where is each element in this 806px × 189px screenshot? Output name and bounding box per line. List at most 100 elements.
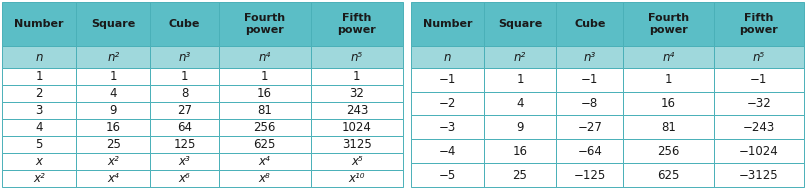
Bar bbox=[311, 170, 403, 187]
Bar bbox=[713, 163, 804, 187]
Text: 1: 1 bbox=[353, 70, 360, 83]
Bar bbox=[411, 2, 484, 46]
Bar bbox=[151, 119, 218, 136]
Text: 125: 125 bbox=[173, 138, 196, 151]
Text: 1024: 1024 bbox=[342, 121, 372, 134]
Text: x: x bbox=[35, 155, 43, 168]
Bar bbox=[556, 2, 623, 46]
Text: 1: 1 bbox=[35, 70, 43, 83]
Bar bbox=[484, 68, 556, 91]
Text: 9: 9 bbox=[517, 121, 524, 134]
Text: 4: 4 bbox=[517, 97, 524, 110]
Bar bbox=[311, 68, 403, 85]
Text: −3: −3 bbox=[438, 121, 456, 134]
Text: −27: −27 bbox=[577, 121, 602, 134]
Bar bbox=[77, 119, 151, 136]
Bar bbox=[713, 115, 804, 139]
Bar bbox=[311, 119, 403, 136]
Bar bbox=[2, 170, 77, 187]
Bar bbox=[713, 68, 804, 91]
Bar bbox=[77, 136, 151, 153]
Text: x⁵: x⁵ bbox=[351, 155, 363, 168]
Bar bbox=[556, 139, 623, 163]
Text: x²: x² bbox=[107, 155, 119, 168]
Text: 16: 16 bbox=[513, 145, 528, 158]
Text: Square: Square bbox=[498, 19, 542, 29]
Text: −1: −1 bbox=[581, 73, 599, 86]
Text: −1: −1 bbox=[750, 73, 767, 86]
Bar bbox=[713, 2, 804, 46]
Bar bbox=[556, 115, 623, 139]
Bar bbox=[623, 91, 713, 115]
Bar bbox=[411, 139, 484, 163]
Bar bbox=[151, 85, 218, 102]
Text: 27: 27 bbox=[177, 104, 192, 117]
Bar bbox=[623, 46, 713, 68]
Bar bbox=[556, 46, 623, 68]
Bar bbox=[2, 136, 77, 153]
Bar bbox=[218, 119, 311, 136]
Bar bbox=[484, 139, 556, 163]
Text: n⁴: n⁴ bbox=[663, 50, 675, 64]
Text: x⁴: x⁴ bbox=[259, 155, 271, 168]
Text: 32: 32 bbox=[350, 87, 364, 100]
Bar bbox=[218, 102, 311, 119]
Bar bbox=[218, 153, 311, 170]
Text: −125: −125 bbox=[574, 169, 606, 182]
Bar bbox=[218, 85, 311, 102]
Bar bbox=[2, 85, 77, 102]
Text: 625: 625 bbox=[657, 169, 679, 182]
Text: 4: 4 bbox=[35, 121, 43, 134]
Text: 1: 1 bbox=[181, 70, 188, 83]
Text: 16: 16 bbox=[106, 121, 121, 134]
Bar bbox=[2, 153, 77, 170]
Bar bbox=[77, 46, 151, 68]
Text: x¹⁰: x¹⁰ bbox=[349, 172, 365, 185]
Text: n: n bbox=[443, 50, 451, 64]
Bar bbox=[2, 102, 77, 119]
Text: 81: 81 bbox=[661, 121, 676, 134]
Text: −1: −1 bbox=[438, 73, 456, 86]
Text: 8: 8 bbox=[181, 87, 188, 100]
Bar bbox=[411, 163, 484, 187]
Text: 256: 256 bbox=[253, 121, 276, 134]
Text: n: n bbox=[35, 50, 43, 64]
Text: −64: −64 bbox=[577, 145, 602, 158]
Text: 625: 625 bbox=[253, 138, 276, 151]
Text: n²: n² bbox=[107, 50, 119, 64]
Bar bbox=[151, 102, 218, 119]
Text: x²: x² bbox=[33, 172, 45, 185]
Text: Fifth
power: Fifth power bbox=[338, 13, 376, 35]
Text: 16: 16 bbox=[661, 97, 676, 110]
Bar bbox=[2, 119, 77, 136]
Bar bbox=[77, 68, 151, 85]
Bar bbox=[151, 2, 218, 46]
Text: n³: n³ bbox=[584, 50, 596, 64]
Text: Number: Number bbox=[422, 19, 472, 29]
Bar bbox=[623, 139, 713, 163]
Text: x³: x³ bbox=[179, 155, 190, 168]
Text: 16: 16 bbox=[257, 87, 272, 100]
Bar bbox=[311, 2, 403, 46]
Text: Square: Square bbox=[91, 19, 135, 29]
Bar bbox=[2, 2, 77, 46]
Bar bbox=[151, 170, 218, 187]
Text: −5: −5 bbox=[438, 169, 456, 182]
Text: −3125: −3125 bbox=[739, 169, 779, 182]
Bar bbox=[218, 68, 311, 85]
Text: −1024: −1024 bbox=[739, 145, 779, 158]
Text: −243: −243 bbox=[742, 121, 775, 134]
Text: x⁸: x⁸ bbox=[259, 172, 271, 185]
Bar bbox=[77, 2, 151, 46]
Text: Fourth
power: Fourth power bbox=[244, 13, 285, 35]
Bar bbox=[623, 2, 713, 46]
Text: 1: 1 bbox=[261, 70, 268, 83]
Text: −8: −8 bbox=[581, 97, 598, 110]
Text: 1: 1 bbox=[665, 73, 672, 86]
Text: 243: 243 bbox=[346, 104, 368, 117]
Text: −4: −4 bbox=[438, 145, 456, 158]
Bar bbox=[311, 153, 403, 170]
Bar bbox=[623, 163, 713, 187]
Bar bbox=[484, 46, 556, 68]
Bar bbox=[411, 68, 484, 91]
